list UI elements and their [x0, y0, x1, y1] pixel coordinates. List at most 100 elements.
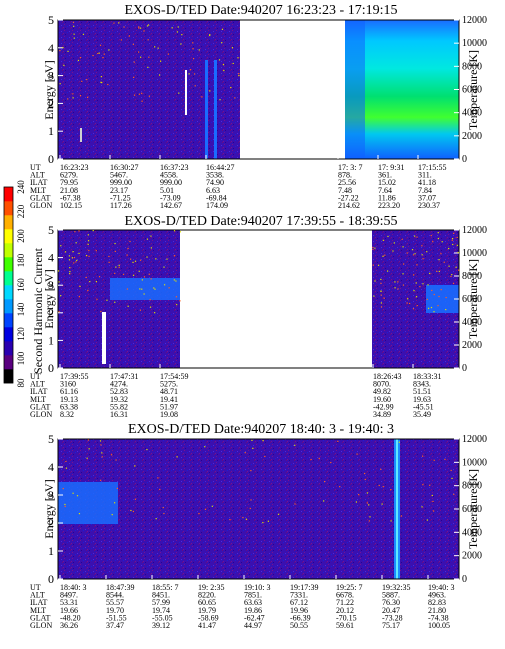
speckle [433, 459, 435, 461]
speckle [88, 255, 90, 257]
table-cell: -62.47 [244, 613, 265, 622]
speckle [146, 25, 149, 27]
speckle [138, 26, 140, 28]
speckle [143, 276, 146, 278]
table-cell: 63.38 [60, 402, 78, 411]
panel-1-ylabel-right: Temperature [K] [466, 50, 480, 130]
speckle [201, 96, 203, 98]
speckle [384, 254, 386, 256]
speckle [432, 510, 435, 512]
speckle [437, 232, 439, 234]
table-cell: 44.97 [244, 621, 262, 630]
colorbar-swatch [4, 201, 13, 216]
speckle [413, 290, 415, 292]
speckle [150, 278, 152, 280]
panel-3-ylabel-right: Temperature [K] [466, 469, 480, 549]
speckle [380, 290, 382, 292]
table-cell: 19.63 [413, 395, 431, 404]
colorbar-swatch [4, 355, 13, 370]
table-row-label: ALT [30, 171, 45, 180]
speckle [87, 240, 90, 242]
speckle [129, 240, 131, 243]
speckle [138, 27, 140, 29]
table-cell: 19:32:35 [382, 583, 410, 592]
speckle [221, 28, 224, 30]
speckle [118, 22, 120, 24]
speckle [64, 505, 66, 508]
colorbar-swatch [4, 187, 13, 202]
table-cell: 55.82 [110, 402, 128, 411]
table-cell: 999.00 [160, 178, 182, 187]
speckle [141, 279, 143, 281]
speckle [382, 255, 384, 257]
speckle [65, 460, 67, 462]
speckle [234, 97, 236, 99]
panel-2-band-a [110, 278, 180, 300]
table-cell: 19.41 [160, 395, 178, 404]
speckle [441, 241, 443, 243]
speckle [430, 234, 432, 237]
speckle [402, 284, 405, 286]
speckle [355, 501, 358, 503]
speckle [92, 54, 94, 57]
speckle [181, 34, 183, 36]
speckle [158, 74, 161, 76]
speckle [127, 247, 129, 250]
speckle [123, 26, 125, 28]
table-cell: -74.38 [428, 613, 449, 622]
table-cell: 19.32 [110, 395, 128, 404]
speckle [229, 518, 231, 521]
y-tick-label: 4 [48, 460, 54, 474]
table-cell: 34.89 [373, 410, 391, 419]
speckle [73, 262, 75, 264]
speckle [415, 282, 417, 284]
table-cell: -42.99 [373, 402, 394, 411]
speckle [377, 264, 380, 266]
table-cell: 51.51 [413, 387, 431, 396]
y-tick-label-right: 2000 [462, 551, 482, 562]
speckle [114, 242, 116, 245]
speckle [75, 261, 77, 263]
panel-1-title: EXOS-D/TED Date:940207 16:23:23 - 17:19:… [125, 3, 398, 18]
speckle [267, 520, 269, 522]
speckle [73, 33, 75, 35]
table-cell: 5467. [110, 171, 128, 180]
panel-2-orbit-table: UTALTILATMLTGLATGLON17:39:55316061.1619.… [30, 364, 441, 419]
speckle [448, 265, 450, 267]
table-cell: 63.63 [244, 598, 262, 607]
speckle [79, 94, 82, 97]
table-cell: 16:30:27 [110, 163, 138, 172]
speckle [406, 252, 408, 254]
speckle [438, 295, 440, 298]
speckle [250, 499, 252, 501]
speckle [120, 39, 122, 41]
table-cell: 18:33:31 [413, 372, 441, 381]
speckle [157, 477, 159, 479]
speckle [128, 35, 130, 37]
speckle [221, 42, 223, 44]
speckle [244, 452, 246, 454]
speckle [86, 78, 88, 81]
panel-2-y-ticks: 0 1 2 3 4 5 [48, 223, 63, 375]
speckle [445, 308, 447, 311]
speckle [132, 274, 135, 276]
table-cell: 8451. [152, 591, 170, 600]
colorbar-label: Second Harmonic Current [31, 247, 45, 374]
speckle [219, 99, 221, 101]
speckle [450, 469, 452, 472]
speckle [433, 311, 435, 313]
speckle [364, 472, 366, 475]
speckle [108, 261, 110, 263]
speckle [101, 452, 103, 454]
speckle [426, 519, 428, 521]
speckle [154, 288, 156, 290]
panel-3-ylabel: Energy [eV] [42, 479, 56, 538]
table-cell: 35.49 [413, 410, 431, 419]
speckle [323, 480, 326, 483]
speckle [167, 53, 169, 55]
y-tick-label-right: 8000 [462, 481, 482, 492]
table-cell: 7331. [290, 591, 308, 600]
y-tick-label-right: 12000 [462, 434, 487, 445]
speckle [147, 66, 149, 68]
table-row-label: ALT [30, 380, 45, 389]
